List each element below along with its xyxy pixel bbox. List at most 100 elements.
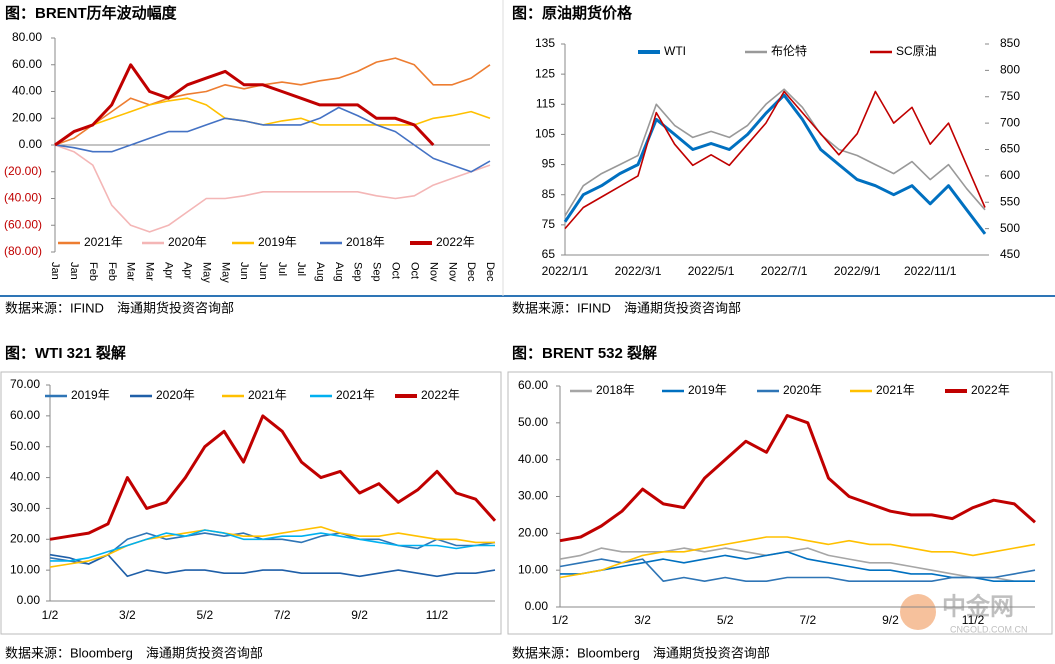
x-tick-label: 9/2: [351, 608, 368, 622]
x-tick-label: 7/2: [274, 608, 291, 622]
y-tick-label: 95: [542, 157, 556, 171]
x-tick-label: Feb: [87, 262, 99, 281]
y-tick-label: 60.00: [518, 378, 548, 392]
chart-title: 图：BRENT历年波动幅度: [5, 4, 178, 22]
series-line: [49, 532, 496, 565]
x-tick-label: Sep: [352, 262, 364, 282]
y2-tick-label: 700: [1000, 115, 1020, 129]
y-tick-label: 75: [542, 217, 556, 231]
x-tick-label: 2022/7/1: [761, 264, 808, 278]
legend-label: 2021年: [876, 383, 915, 397]
x-tick-label: Mar: [144, 262, 156, 281]
y2-tick-label: 500: [1000, 221, 1020, 235]
y2-tick-label: 800: [1000, 63, 1020, 77]
chart-title: 图：WTI 321 裂解: [5, 344, 126, 362]
source-note: 数据来源：IFIND 海通期货投资咨询部: [512, 300, 741, 315]
x-tick-label: Jan: [49, 262, 61, 280]
x-tick-label: 5/2: [717, 613, 734, 627]
x-tick-label: Feb: [106, 262, 118, 281]
y-tick-label: 20.00: [10, 531, 40, 545]
y-tick-label: 0.00: [19, 137, 43, 151]
series-line: [54, 63, 435, 147]
y2-tick-label: 450: [1000, 247, 1020, 261]
y-tick-label: 65: [542, 247, 556, 261]
legend-label: 2022年: [436, 235, 475, 249]
legend-label: 2021年: [84, 235, 123, 249]
series-line: [564, 90, 986, 230]
x-tick-label: 2022/11/1: [904, 264, 957, 278]
y-tick-label: 125: [535, 66, 555, 80]
series-line: [559, 547, 1035, 582]
x-tick-label: Nov: [446, 262, 458, 282]
y2-tick-label: 650: [1000, 142, 1020, 156]
x-tick-label: Oct: [390, 262, 402, 279]
y-tick-label: 30.00: [10, 501, 40, 515]
y2-tick-label: 850: [1000, 36, 1020, 50]
y-tick-label: 60.00: [12, 57, 42, 71]
y-tick-label: 70.00: [10, 377, 40, 391]
watermark: 中金网: [942, 592, 1014, 620]
y2-tick-label: 600: [1000, 168, 1020, 182]
legend-label: 2018年: [596, 383, 635, 397]
y-tick-label: 10.00: [518, 562, 548, 576]
series-line: [563, 93, 987, 235]
series-line: [559, 536, 1036, 579]
y-tick-label: 50.00: [518, 415, 548, 429]
legend-label: 2021年: [248, 388, 287, 402]
series-line: [564, 88, 986, 217]
y-tick-label: (20.00): [4, 164, 42, 178]
series-line: [49, 414, 497, 541]
legend-label: WTI: [664, 44, 686, 58]
watermark-logo: [900, 594, 936, 630]
y-tick-label: (80.00): [4, 244, 42, 258]
panel-frame: [507, 371, 1053, 635]
x-tick-label: Jun: [238, 262, 250, 280]
chart-title: 图：BRENT 532 裂解: [512, 344, 657, 362]
panel-frame: [0, 371, 502, 635]
x-tick-label: 1/2: [42, 608, 59, 622]
legend-label: 2020年: [168, 235, 207, 249]
legend-label: 布伦特: [771, 43, 807, 58]
x-tick-label: Mar: [125, 262, 137, 281]
watermark-site: CNGOLD.COM.CN: [950, 624, 1028, 634]
y-tick-label: 0.00: [17, 593, 41, 607]
x-tick-label: 7/2: [799, 613, 816, 627]
series-line: [50, 529, 495, 562]
x-tick-label: Jul: [276, 262, 288, 276]
y2-tick-label: 750: [1000, 89, 1020, 103]
x-tick-label: Aug: [333, 262, 345, 282]
x-tick-label: Oct: [408, 262, 420, 279]
x-tick-label: 2022/5/1: [688, 264, 735, 278]
source-note: 数据来源：Bloomberg 海通期货投资咨询部: [512, 645, 770, 660]
legend-label: 2021年: [336, 388, 375, 402]
x-tick-label: 5/2: [196, 608, 213, 622]
series-line: [49, 553, 496, 578]
y-tick-label: 40.00: [12, 84, 42, 98]
y-tick-label: 20.00: [12, 110, 42, 124]
y-tick-label: (40.00): [4, 191, 42, 205]
legend-label: 2019年: [71, 388, 110, 402]
legend-label: 2020年: [156, 388, 195, 402]
y-tick-label: 20.00: [518, 526, 548, 540]
y-tick-label: 0.00: [525, 599, 549, 613]
legend-label: 2022年: [971, 383, 1010, 397]
legend-label: 2020年: [783, 383, 822, 397]
legend-label: SC原油: [896, 44, 937, 58]
series-line: [54, 106, 491, 173]
y-tick-label: (60.00): [4, 217, 42, 231]
y-tick-label: 105: [535, 127, 555, 141]
x-tick-label: 1/2: [552, 613, 569, 627]
y-tick-label: 50.00: [10, 439, 40, 453]
x-tick-label: Apr: [163, 262, 175, 279]
x-tick-label: 11/2: [426, 608, 449, 622]
y-tick-label: 80.00: [12, 30, 42, 44]
y-tick-label: 30.00: [518, 489, 548, 503]
y-tick-label: 85: [542, 187, 556, 201]
series-line: [559, 558, 1036, 582]
y-tick-label: 10.00: [10, 562, 40, 576]
x-tick-label: Sep: [371, 262, 383, 282]
y-tick-label: 40.00: [518, 452, 548, 466]
x-tick-label: Apr: [181, 262, 193, 279]
x-tick-label: Nov: [427, 262, 439, 282]
chart-title: 图：原油期货价格: [512, 4, 633, 22]
